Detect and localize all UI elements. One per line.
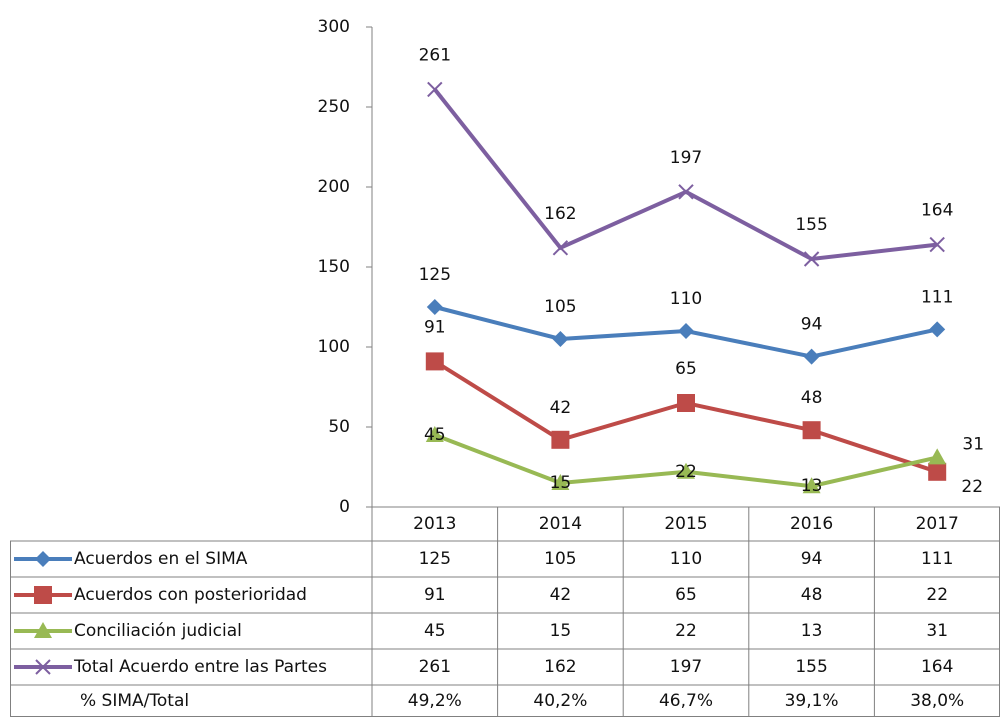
table-cell: 110	[670, 549, 702, 569]
legend-label: Conciliación judicial	[74, 621, 242, 641]
data-label: 65	[675, 359, 697, 379]
legend-marker	[35, 659, 51, 675]
table-cell: 42	[550, 585, 572, 605]
x-tick-label: 2016	[790, 514, 833, 534]
data-label: 31	[962, 434, 984, 454]
y-tick-label: 50	[328, 417, 350, 437]
table-cell: 22	[675, 621, 697, 641]
table-cell: 13	[801, 621, 823, 641]
y-tick-label: 100	[318, 337, 350, 357]
point	[929, 321, 946, 338]
point	[425, 352, 444, 371]
point	[802, 477, 821, 494]
table-cell: 22	[926, 585, 948, 605]
data-label: 110	[670, 289, 702, 309]
table-cell: 15	[550, 621, 572, 641]
data-label: 155	[795, 215, 827, 235]
data-label: 197	[670, 148, 702, 168]
point	[803, 251, 820, 267]
table-cell: 40,2%	[533, 691, 587, 711]
table-cell: 164	[921, 657, 953, 677]
point	[803, 348, 820, 365]
table-cell: 31	[926, 621, 948, 641]
table-cell: 125	[419, 549, 451, 569]
table-cell: 65	[675, 585, 697, 605]
table-cell: 49,2%	[408, 691, 462, 711]
data-label: 42	[550, 398, 572, 418]
table-cell: 39,1%	[785, 691, 839, 711]
data-label: 164	[921, 201, 953, 221]
data-label: 261	[419, 45, 451, 65]
x-tick-label: 2015	[664, 514, 707, 534]
legend-label: Total Acuerdo entre las Partes	[73, 657, 327, 677]
legend-label: Acuerdos con posterioridad	[74, 585, 307, 605]
point	[928, 462, 947, 481]
point	[551, 430, 570, 449]
y-tick-label: 200	[318, 177, 350, 197]
table-cell: 162	[544, 657, 576, 677]
point	[551, 474, 570, 490]
point	[552, 240, 569, 256]
table-cell: 45	[424, 621, 446, 641]
point	[802, 421, 821, 440]
legend-marker	[35, 551, 51, 567]
x-tick-label: 2014	[539, 514, 582, 534]
table-cell: 94	[801, 549, 823, 569]
point	[552, 331, 569, 347]
table-cell: 155	[795, 657, 827, 677]
y-tick-label: 150	[318, 257, 350, 277]
data-label: 22	[961, 477, 983, 497]
data-label: 125	[419, 265, 451, 285]
table-cell: 38,0%	[910, 691, 964, 711]
table-cell: 111	[921, 549, 953, 569]
data-label: 48	[801, 388, 823, 408]
legend-marker	[34, 622, 52, 638]
y-tick-label: 300	[318, 17, 350, 37]
data-label: 105	[544, 297, 576, 317]
legend-label: Acuerdos en el SIMA	[74, 549, 248, 569]
table-cell: 48	[801, 585, 823, 605]
data-label: 45	[424, 425, 446, 445]
table-cell: 197	[670, 657, 702, 677]
point	[425, 426, 444, 442]
data-label: 91	[424, 317, 446, 337]
point	[677, 462, 695, 479]
data-label: 13	[801, 476, 823, 496]
data-label: 111	[921, 287, 953, 307]
table-cell: 46,7%	[659, 691, 713, 711]
table-cell: 261	[419, 657, 451, 677]
data-label: 15	[550, 473, 572, 493]
x-tick-label: 2017	[916, 514, 959, 534]
point	[427, 81, 443, 98]
table-cell: 105	[544, 549, 576, 569]
data-label: 22	[675, 462, 697, 482]
table-row-label: % SIMA/Total	[80, 691, 189, 711]
y-tick-label: 0	[339, 497, 350, 517]
point	[426, 299, 443, 315]
legend-marker	[34, 586, 52, 604]
data-label: 162	[544, 204, 576, 224]
data-label: 94	[801, 315, 823, 335]
point	[928, 448, 947, 465]
series-line	[433, 88, 938, 262]
point	[929, 236, 945, 253]
point	[678, 184, 694, 200]
point	[678, 323, 694, 339]
table-cell: 91	[424, 585, 446, 605]
y-tick-label: 250	[318, 97, 350, 117]
x-tick-label: 2013	[413, 514, 456, 534]
point	[677, 394, 695, 412]
